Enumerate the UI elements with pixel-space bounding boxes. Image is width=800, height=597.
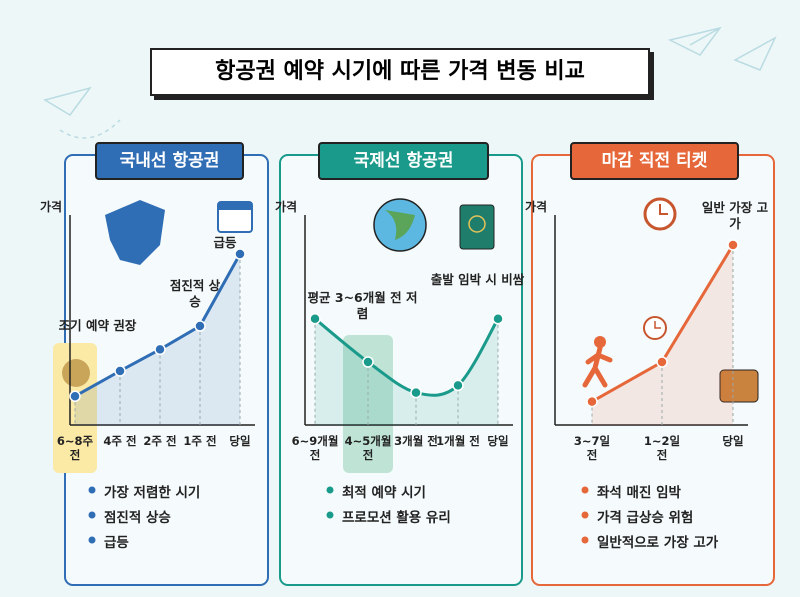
x-tick-label: 당일 [487,434,509,448]
note: 프로모션 활용 유리 [342,510,451,526]
area [315,318,498,425]
bullet [581,511,589,519]
annotation: 출발 임박 시 비쌈 [430,272,525,287]
x-tick-label: 1개월 전 [436,434,480,448]
point [309,313,321,325]
x-tick-label: 6~9개월 전 [291,434,339,462]
y-axis-label: 가격 [525,200,548,214]
y-axis-label: 가격 [275,200,298,214]
point [452,379,464,392]
bullet [88,486,96,494]
point [492,313,504,325]
bullet [326,511,334,519]
point [727,239,739,251]
y-axis-label: 가격 [40,200,63,214]
area [75,254,240,425]
note: 급등 [104,535,129,551]
point [362,356,374,368]
annotation: 일반 가장 고가 [701,200,769,231]
panel-title: 국제선 항공권 [318,142,489,180]
point [656,356,668,368]
annotation: 평균 3~6개월 전 저렴 [307,290,418,321]
title: 항공권 예약 시기에 따른 가격 변동 비교 [150,48,650,96]
bullet [326,486,334,494]
point [69,390,81,402]
x-tick-label: 2주 전 [143,434,177,448]
icons [62,197,759,403]
x-tick-label: 3개월 전 [394,434,438,448]
x-tick-label: 4주 전 [103,434,137,448]
x-tick-label: 4~5개월 전 [344,434,392,462]
point [410,386,422,399]
note: 가장 저렴한 시기 [104,485,201,501]
x-tick-label: 1~2일 전 [643,434,681,462]
annotation: 급등 [213,235,237,250]
point [586,395,598,408]
x-tick-label: 3~7일 전 [573,434,611,462]
bullet [581,536,589,544]
note: 일반적으로 가장 고가 [597,535,719,551]
point [234,248,246,260]
area [592,245,733,425]
panel-title: 국내선 항공권 [95,142,244,180]
annotation: 조기 예약 권장 [58,318,137,333]
x-tick-label: 당일 [722,434,744,448]
annotation: 점진적 상승 [169,278,221,309]
note: 좌석 매진 임박 [597,485,681,501]
bullet [88,536,96,544]
panel-title: 마감 직전 티켓 [570,142,739,180]
x-tick-label: 당일 [229,434,251,448]
decor [43,26,777,139]
point [154,343,166,356]
point [194,320,206,332]
bullet [88,511,96,519]
point [114,365,126,377]
note: 점진적 상승 [104,510,171,526]
bullet [581,486,589,494]
x-tick-label: 6~8주 전 [56,434,94,462]
note: 최적 예약 시기 [342,485,426,501]
x-tick-label: 1주 전 [183,434,217,448]
note: 가격 급상승 위험 [597,510,694,526]
